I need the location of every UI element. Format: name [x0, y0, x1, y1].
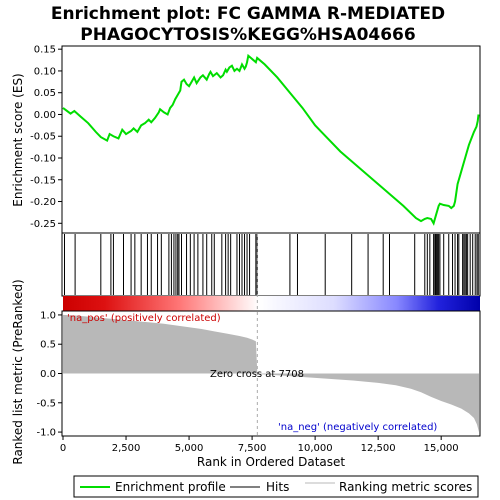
legend: Enrichment profile Hits Ranking metric s…: [73, 475, 479, 498]
legend-hits-label: Hits: [266, 480, 289, 494]
es-y-tick-label: 0.15: [34, 45, 56, 56]
legend-metric-label: Ranking metric scores: [339, 480, 472, 494]
metric-panel: -1.0 -0.5 0.0 0.5 1.0 'na_pos' (positively c…: [36, 234, 481, 439]
x-tick-label: 7,500: [238, 443, 267, 454]
metric-y-tick-label: 1.0: [40, 310, 56, 321]
x-axis-label: Rank in Ordered Dataset: [197, 455, 345, 469]
rank-color-band: [63, 296, 480, 311]
x-axis-ticks: 0 2,500 5,000 7,500 10,000 12,500 15,000: [60, 436, 459, 454]
hits-panel-frame: [61, 232, 481, 297]
x-tick-label: 0: [60, 443, 66, 454]
es-y-tick-label: 0.00: [34, 110, 56, 121]
es-y-ticks: -0.25 -0.20 -0.15 -0.10 -0.05 0.00 0.05 0.10 0.1…: [30, 45, 62, 230]
es-y-tick-label: -0.25: [30, 219, 56, 230]
x-tick-label: 5,000: [175, 443, 204, 454]
es-y-tick-label: -0.15: [30, 175, 56, 186]
ranking-metric-area: [63, 314, 479, 433]
x-tick-label: 10,000: [298, 443, 333, 454]
neg-correlated-label: 'na_neg' (negatively correlated): [278, 422, 437, 433]
es-y-tick-label: -0.05: [30, 132, 56, 143]
hits-panel: [61, 232, 481, 297]
zero-cross-label: Zero cross at 7708: [210, 369, 304, 380]
x-tick-label: 15,000: [424, 443, 459, 454]
x-tick-label: 2,500: [112, 443, 141, 454]
hit-marks: [64, 234, 479, 295]
chart-title-line-2: PHAGOCYTOSIS%KEGG%HSA04666: [80, 25, 415, 45]
enrichment-profile-line: [62, 53, 480, 226]
metric-y-tick-label: -1.0: [36, 428, 56, 439]
es-y-axis-label: Enrichment score (ES): [11, 73, 25, 206]
es-y-tick-label: 0.05: [34, 88, 56, 99]
chart-title-line-1: Enrichment plot: FC GAMMA R-MEDIATED: [51, 4, 445, 24]
pos-correlated-label: 'na_pos' (positively correlated): [67, 313, 221, 324]
es-y-tick-label: 0.10: [34, 66, 56, 77]
es-y-tick-label: -0.10: [30, 154, 56, 165]
metric-y-ticks: -1.0 -0.5 0.0 0.5 1.0: [36, 310, 62, 439]
metric-y-tick-label: 0.0: [40, 369, 56, 380]
legend-profile-label: Enrichment profile: [115, 480, 226, 494]
legend-frame: [73, 475, 479, 498]
metric-y-tick-label: 0.5: [40, 340, 56, 351]
es-y-tick-label: -0.20: [30, 197, 56, 208]
es-panel: -0.25 -0.20 -0.15 -0.10 -0.05 0.00 0.05 0.10 0.1…: [30, 45, 481, 234]
es-panel-frame: [61, 45, 481, 234]
metric-y-axis-label: Ranked list metric (PreRanked): [11, 279, 25, 464]
x-tick-label: 12,500: [361, 443, 396, 454]
metric-y-tick-label: -0.5: [36, 398, 56, 409]
